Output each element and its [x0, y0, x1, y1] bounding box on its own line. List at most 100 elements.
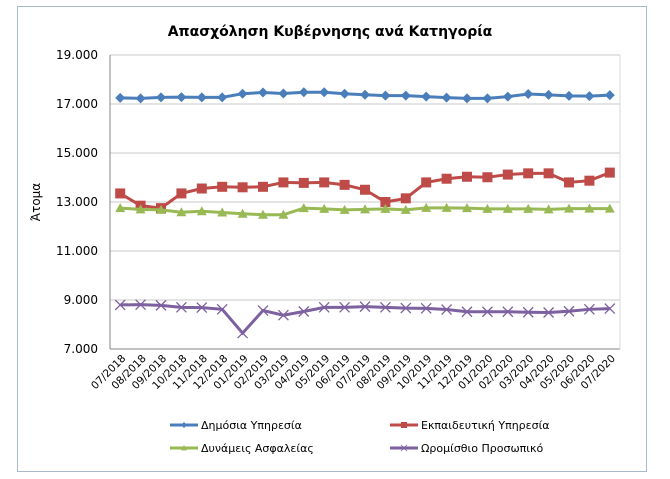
data-point	[421, 177, 432, 188]
data-point	[196, 183, 207, 194]
y-tick-label: 19.000	[56, 48, 98, 62]
data-point	[523, 203, 534, 213]
y-tick-label: 7.000	[64, 342, 98, 356]
data-point	[604, 303, 616, 315]
data-point	[564, 90, 574, 101]
data-point	[298, 177, 309, 188]
data-point	[359, 301, 371, 313]
legend-marker	[401, 422, 408, 428]
data-point	[502, 91, 513, 102]
data-point	[604, 90, 615, 101]
data-point	[604, 167, 615, 178]
data-point	[135, 93, 146, 104]
data-point	[339, 88, 350, 99]
data-point	[584, 203, 595, 213]
data-point	[278, 209, 289, 219]
data-point	[400, 90, 411, 101]
data-point	[523, 168, 534, 179]
data-point	[216, 303, 228, 315]
data-point	[421, 91, 432, 102]
data-point	[462, 171, 472, 182]
series-line-3	[120, 303, 610, 336]
data-point	[482, 93, 493, 104]
data-point	[502, 306, 514, 318]
data-point	[278, 88, 289, 99]
data-point	[237, 182, 248, 193]
data-point	[543, 168, 554, 179]
data-point	[564, 177, 574, 188]
data-point	[175, 301, 187, 313]
data-point	[441, 304, 453, 316]
data-point	[543, 204, 554, 214]
data-point	[115, 203, 126, 213]
y-tick-label: 15.000	[56, 146, 98, 160]
data-point	[584, 91, 595, 102]
data-point	[217, 181, 228, 192]
data-point	[114, 299, 126, 311]
data-point	[176, 207, 187, 217]
data-point	[604, 203, 615, 213]
data-point	[462, 93, 472, 104]
data-point	[339, 179, 350, 190]
data-point	[482, 203, 493, 213]
data-point	[115, 188, 126, 199]
data-point	[318, 301, 330, 313]
data-point	[380, 197, 391, 207]
data-point	[461, 306, 473, 318]
y-axis-label: Άτομα	[29, 183, 43, 222]
data-point	[379, 301, 391, 313]
data-point	[380, 90, 391, 101]
data-point	[584, 175, 595, 186]
data-point	[523, 88, 534, 99]
data-point	[155, 299, 167, 311]
data-point	[319, 87, 330, 98]
data-point	[258, 181, 268, 192]
data-point	[319, 203, 330, 213]
data-point	[441, 173, 452, 184]
data-point	[421, 202, 432, 212]
data-point	[360, 204, 370, 214]
data-point	[237, 327, 249, 339]
chart-frame	[17, 6, 647, 472]
legend-marker	[181, 445, 187, 451]
data-point	[420, 302, 432, 314]
data-point	[237, 88, 248, 99]
legend-label: Ωρομίσθιο Προσωπικό	[421, 442, 543, 455]
data-point	[319, 177, 330, 188]
data-point	[196, 302, 208, 314]
data-point	[339, 204, 350, 214]
data-point	[481, 306, 493, 318]
data-point	[583, 303, 595, 315]
legend-marker	[400, 444, 408, 452]
data-point	[257, 305, 269, 316]
data-point	[196, 92, 207, 103]
data-point	[543, 307, 555, 318]
legend-marker	[181, 422, 187, 428]
data-point	[360, 184, 370, 195]
data-point	[502, 203, 513, 213]
data-point	[196, 206, 207, 216]
data-point	[400, 193, 411, 204]
data-point	[135, 299, 147, 311]
y-tick-label: 9.000	[64, 293, 98, 307]
data-point	[217, 207, 228, 217]
legend-label: Δημόσια Υπηρεσία	[201, 419, 302, 432]
y-tick-label: 13.000	[56, 195, 98, 209]
data-point	[258, 87, 268, 98]
data-point	[380, 203, 391, 213]
data-point	[339, 301, 351, 313]
data-point	[462, 203, 472, 213]
data-point	[217, 92, 228, 103]
data-point	[400, 302, 412, 314]
data-point	[298, 203, 309, 213]
data-point	[400, 204, 411, 214]
data-point	[277, 309, 289, 321]
chart-title: Απασχόληση Κυβέρνησης ανά Κατηγορία	[168, 24, 493, 40]
data-point	[237, 208, 248, 218]
data-point	[563, 305, 575, 317]
data-point	[278, 177, 289, 188]
legend-label: Εκπαιδευτική Υπηρεσία	[421, 419, 550, 432]
data-point	[176, 92, 187, 103]
data-point	[135, 204, 146, 214]
